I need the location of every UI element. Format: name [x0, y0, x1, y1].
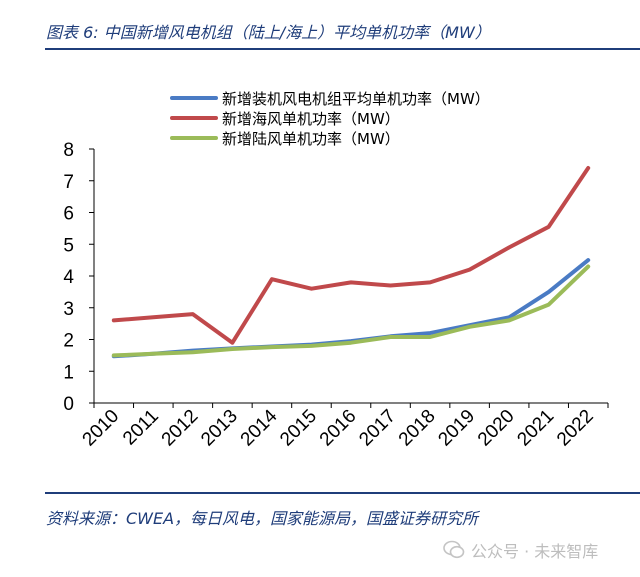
y-tick-label: 7: [63, 172, 74, 193]
y-tick-label: 2: [63, 331, 74, 352]
y-tick-label: 5: [63, 235, 74, 256]
x-tick-label: 2011: [119, 406, 163, 450]
title-divider: [45, 48, 640, 50]
x-tick-label: 2014: [237, 405, 282, 450]
x-tick-label: 2010: [79, 406, 124, 451]
y-tick-label: 6: [63, 204, 74, 225]
x-tick-label: 2012: [158, 406, 203, 451]
legend-label-2: 新增海风单机功率（MW）: [222, 110, 400, 128]
watermark: 公众号 · 未来智库: [443, 538, 598, 562]
y-axis-ticks: 0 1 2 3 4 5 6 7 8: [63, 140, 94, 415]
legend-label-1: 新增装机风电机组平均单机功率（MW）: [222, 90, 490, 108]
series-line-2: [111, 166, 591, 345]
x-tick-label: 2019: [434, 406, 479, 451]
legend-label-3: 新增陆风单机功率（MW）: [222, 130, 400, 148]
chart-series: [111, 166, 591, 359]
y-tick-label: 8: [63, 140, 74, 161]
source-divider: [45, 492, 640, 494]
x-tick-label: 2013: [197, 406, 242, 451]
y-tick-label: 0: [63, 394, 74, 415]
y-tick-label: 3: [63, 299, 74, 320]
x-tick-label: 2017: [355, 406, 400, 451]
y-tick-label: 4: [63, 267, 74, 288]
x-tick-label: 2020: [474, 406, 519, 451]
watermark-text: 公众号 · 未来智库: [471, 542, 599, 561]
wechat-icon: [443, 540, 465, 559]
x-tick-label: 2022: [553, 406, 598, 451]
x-tick-label: 2021: [513, 406, 558, 451]
x-tick-label: 2016: [316, 406, 361, 451]
figure-source: 资料来源：CWEA，每日风电，国家能源局，国盛证券研究所: [46, 509, 479, 528]
x-tick-label: 2018: [395, 406, 440, 451]
y-tick-label: 1: [63, 362, 74, 383]
chart-legend: 新增装机风电机组平均单机功率（MW） 新增海风单机功率（MW） 新增陆风单机功率（M…: [170, 90, 490, 148]
chart-axes: [93, 149, 608, 404]
series-line-3: [111, 264, 591, 358]
x-axis-ticks: 2010201120122013201420152016201720182019…: [79, 403, 609, 451]
x-tick-label: 2015: [276, 406, 321, 451]
figure-title: 图表 6: 中国新增风电机组（陆上/海上）平均单机功率（MW）: [46, 23, 491, 42]
